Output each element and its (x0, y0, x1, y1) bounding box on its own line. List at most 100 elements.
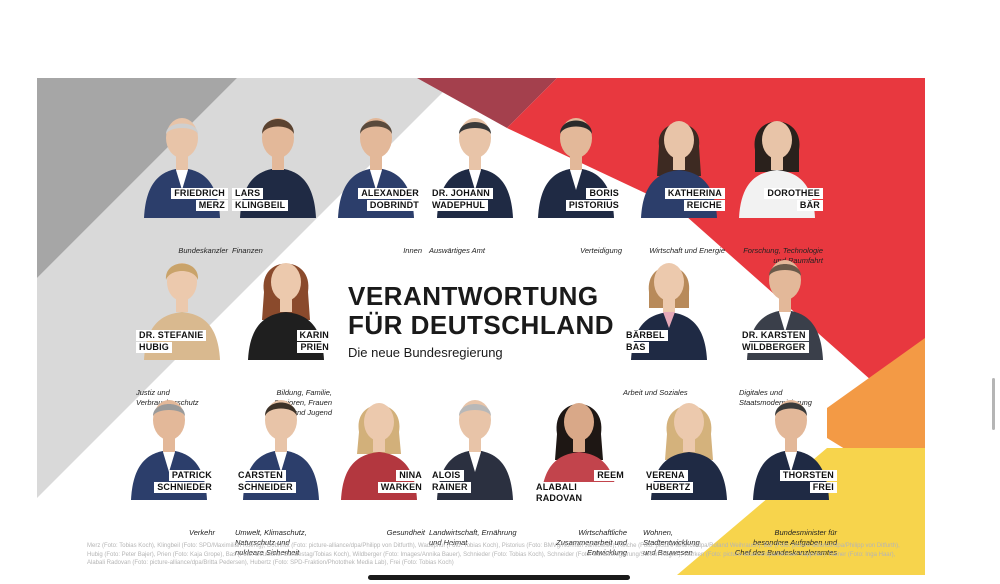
first-name: THORSTEN (779, 470, 837, 481)
first-name: LARS (232, 188, 264, 199)
portfolio-line: Bildung, Familie, (276, 388, 332, 397)
last-name: WARKEN (377, 482, 425, 493)
minister-card-wadephul: DR. JOHANN WADEPHUL Auswärtiges Amt (429, 106, 521, 255)
minister-card-pistorius: BORIS PISTORIUS Verteidigung (530, 106, 622, 255)
last-name: MERZ (195, 200, 228, 211)
first-name: DR. JOHANN (429, 188, 494, 199)
portfolio: Verkehr (189, 528, 215, 537)
portfolio-line: und Jugend (292, 408, 332, 417)
first-name: ALOIS (429, 470, 464, 481)
portfolio-line: besondere Aufgaben und (753, 538, 837, 547)
last-name: HUBERTZ (643, 482, 694, 493)
first-name: DR. KARSTEN (739, 330, 809, 341)
first-name: BORIS (586, 188, 622, 199)
minister-card-baer: DOROTHEE BÄR Forschung, Technologie und … (731, 106, 823, 265)
yellow-band (677, 448, 925, 575)
headline-line-1: VERANTWORTUNG (348, 281, 599, 311)
portfolio-line: Wohnen, (643, 528, 674, 537)
first-name: KARIN (296, 330, 332, 341)
portfolio-line: Staatsmodernisierung (739, 398, 812, 407)
first-name: REEM (594, 470, 627, 481)
portrait-photo (248, 263, 324, 360)
minister-card-merz: FRIEDRICH MERZ Bundeskanzler (136, 106, 228, 255)
portfolio-line: Naturschutz und (235, 538, 290, 547)
last-name: ALABALI RADOVAN (533, 482, 627, 504)
portfolio-line: Senioren, Frauen (274, 398, 332, 407)
minister-card-prien: KARIN PRIEN Bildung, Familie, Senioren, … (240, 248, 332, 417)
last-name: SCHNEIDER (235, 482, 296, 493)
first-name: FRIEDRICH (171, 188, 228, 199)
portfolio: Umwelt, Klimaschutz, Naturschutz und nuk… (235, 528, 307, 558)
maroon-band (417, 78, 557, 128)
first-name: NINA (396, 470, 425, 481)
portfolio: Wirtschaftliche Zusammenarbeit und Entwi… (556, 528, 627, 558)
portfolio: Gesundheit (386, 528, 425, 537)
portfolio-line: Stadtentwicklung (643, 538, 700, 547)
photo-credits: Merz (Foto: Tobias Koch), Klingbeil (Fot… (87, 543, 900, 566)
headline-line-2: FÜR DEUTSCHLAND (348, 310, 615, 340)
last-name: DOBRINDT (366, 200, 422, 211)
minister-card-frei: THORSTEN FREI Bundesminister für besonde… (733, 388, 837, 557)
last-name: WADEPHUL (429, 200, 489, 211)
first-name: BÄRBEL (623, 330, 668, 341)
minister-card-warken: NINA WARKEN Gesundheit (333, 388, 425, 537)
portfolio: Bildung, Familie, Senioren, Frauen und J… (274, 388, 332, 418)
last-name: REICHE (683, 200, 725, 211)
portfolio: Forschung, Technologie und Raumfahrt (743, 246, 823, 266)
poster-headline: VERANTWORTUNG FÜR DEUTSCHLAND Die neue B… (348, 282, 614, 362)
last-name: FREI (809, 482, 837, 493)
last-name: BAS (623, 342, 649, 353)
portfolio: Landwirtschaft, Ernährung und Heimat (429, 528, 517, 548)
red-band (507, 78, 925, 428)
portfolio-line: nukleare Sicherheit (235, 548, 300, 557)
last-name: PRIEN (297, 342, 332, 353)
portfolio: Bundesminister für besondere Aufgaben un… (735, 528, 837, 558)
first-name: KATHERINA (664, 188, 725, 199)
portfolio: Wohnen, Stadtentwicklung und Bauwesen (643, 528, 700, 558)
portfolio-line: Bundesminister für (774, 528, 837, 537)
cabinet-poster: FRIEDRICH MERZ Bundeskanzler LARS KLINGB… (37, 78, 925, 575)
portfolio: Verteidigung (580, 246, 622, 255)
headline-subtitle: Die neue Bundesregierung (348, 345, 503, 360)
last-name: RAINER (429, 482, 471, 493)
portfolio-line: und Raumfahrt (773, 256, 823, 265)
portrait-photo (631, 263, 707, 360)
portfolio-line: Chef des Bundeskanzleramtes (734, 548, 837, 557)
portfolio: Digitales und Staatsmodernisierung (739, 388, 812, 408)
portfolio-line: und Bauwesen (643, 548, 693, 557)
last-name: BÄR (796, 200, 823, 211)
minister-card-klingbeil: LARS KLINGBEIL Finanzen (232, 106, 324, 255)
last-name: WILDBERGER (739, 342, 809, 353)
portfolio: Bundeskanzler (178, 246, 228, 255)
minister-card-alabali-radovan: REEM ALABALI RADOVAN Wirtschaftliche Zus… (533, 388, 627, 557)
portfolio: Wirtschaft und Energie (649, 246, 725, 255)
first-name: VERENA (643, 470, 688, 481)
home-indicator-bar[interactable] (368, 575, 630, 580)
minister-card-reiche: KATHERINA REICHE Wirtschaft und Energie (633, 106, 725, 255)
last-name: SCHNIEDER (154, 482, 215, 493)
portfolio-line: Landwirtschaft, Ernährung (429, 528, 517, 537)
first-name: ALEXANDER (358, 188, 422, 199)
minister-card-bas: BÄRBEL BAS Arbeit und Soziales (623, 248, 715, 397)
minister-card-wildberger: DR. KARSTEN WILDBERGER Digitales und Sta… (739, 248, 831, 407)
portfolio-line: Justiz und (136, 388, 170, 397)
minister-card-dobrindt: ALEXANDER DOBRINDT Innen (330, 106, 422, 255)
first-name: CARSTEN (235, 470, 286, 481)
portfolio-line: Entwicklung (586, 548, 627, 557)
scrollbar-thumb[interactable] (992, 378, 995, 430)
last-name: HUBIG (136, 342, 172, 353)
last-name: PISTORIUS (565, 200, 622, 211)
portfolio-line: Umwelt, Klimaschutz, (235, 528, 307, 537)
portfolio-line: Forschung, Technologie (743, 246, 823, 255)
minister-card-schneider: CARSTEN SCHNEIDER Umwelt, Klimaschutz, N… (235, 388, 327, 557)
first-name: DOROTHEE (764, 188, 823, 199)
last-name: KLINGBEIL (232, 200, 289, 211)
minister-card-hubig: DR. STEFANIE HUBIG Justiz und Verbrauche… (136, 248, 228, 407)
minister-card-hubertz: VERENA HUBERTZ Wohnen, Stadtentwicklung … (643, 388, 735, 557)
portfolio: Innen (403, 246, 422, 255)
portfolio-line: Zusammenarbeit und (556, 538, 627, 547)
minister-card-schnieder: PATRICK SCHNIEDER Verkehr (123, 388, 215, 537)
portfolio-line: Digitales und (739, 388, 783, 397)
first-name: PATRICK (168, 470, 215, 481)
minister-card-rainer: ALOIS RAINER Landwirtschaft, Ernährung u… (429, 388, 521, 547)
